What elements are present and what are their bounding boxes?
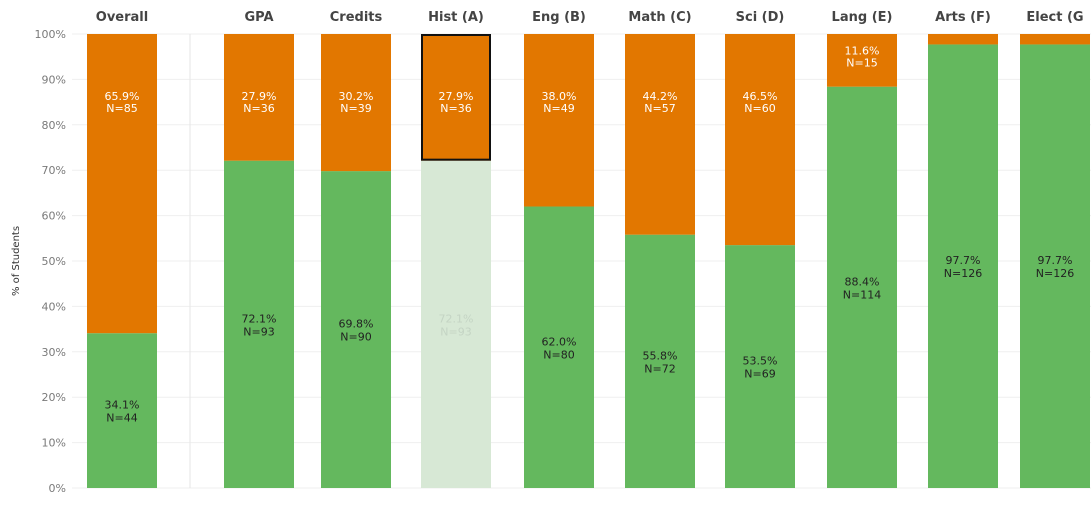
data-label-count: N=15 [846, 56, 877, 69]
column-header: Hist (A) [428, 10, 484, 25]
y-tick-label: 20% [42, 391, 66, 404]
data-label-percent: 27.9% [242, 90, 277, 103]
y-tick-label: 100% [35, 28, 66, 41]
bar-segment-fail [421, 34, 491, 161]
data-label-percent: 34.1% [105, 399, 140, 412]
bar-segment-pass [224, 160, 294, 488]
bar-segment-fail [725, 34, 795, 246]
column-header: Credits [330, 10, 383, 25]
y-tick-label: 10% [42, 437, 66, 450]
bar-segment-pass [725, 245, 795, 488]
column-header: Sci (D) [736, 10, 785, 25]
data-label-count: N=36 [440, 102, 471, 115]
data-label-percent: 62.0% [542, 335, 577, 348]
bar-segment-pass [625, 234, 695, 488]
column-header: Lang (E) [832, 10, 893, 25]
y-tick-label: 30% [42, 346, 66, 359]
y-tick-label: 50% [42, 255, 66, 268]
bar-segment-fail [928, 34, 998, 45]
bar-segment-pass [928, 44, 998, 488]
data-label-percent: 38.0% [542, 90, 577, 103]
data-label-percent: 65.9% [105, 90, 140, 103]
data-label-percent: 55.8% [643, 349, 678, 362]
y-axis-title: % of Students [11, 226, 22, 296]
column-header: Eng (B) [532, 10, 586, 25]
data-label-percent: 44.2% [643, 90, 678, 103]
data-label-percent: 97.7% [1038, 254, 1073, 267]
y-tick-label: 80% [42, 119, 66, 132]
bar-segment-fail [321, 34, 391, 172]
data-label-percent: 88.4% [845, 275, 880, 288]
bar-segment-pass [421, 160, 491, 488]
column-header: Arts (F) [935, 10, 991, 25]
data-label-percent: 30.2% [339, 90, 374, 103]
bar-segment-fail [87, 34, 157, 334]
data-label-count: N=85 [106, 102, 137, 115]
column-header: GPA [244, 10, 273, 25]
data-label-count: N=60 [744, 102, 775, 115]
selected-segment-outline [421, 34, 491, 161]
bar-segment-pass [87, 333, 157, 488]
data-label-count: N=36 [243, 102, 274, 115]
data-label-count: N=126 [1036, 267, 1074, 280]
y-tick-label: 70% [42, 164, 66, 177]
column-header: Math (C) [628, 10, 691, 25]
data-label-percent: 11.6% [845, 44, 880, 57]
data-label-count: N=69 [744, 368, 775, 381]
data-label-count: N=57 [644, 102, 675, 115]
data-label-percent: 53.5% [743, 355, 778, 368]
bar-segment-fail [625, 34, 695, 235]
y-tick-label: 40% [42, 300, 66, 313]
y-tick-label: 90% [42, 73, 66, 86]
bar-segment-pass [1020, 44, 1090, 488]
data-label-percent: 46.5% [743, 90, 778, 103]
bar-segment-pass [524, 206, 594, 488]
y-tick-label: 60% [42, 210, 66, 223]
bar-segment-pass [827, 86, 897, 488]
column-header: Overall [96, 10, 148, 25]
data-label-count: N=44 [106, 412, 137, 425]
bar-segment-fail [1020, 34, 1090, 45]
data-label-percent: 72.1% [439, 312, 474, 325]
bar-segment-fail [827, 34, 897, 87]
data-label-count: N=49 [543, 102, 574, 115]
bar-segment-pass [321, 171, 391, 488]
data-label-percent: 69.8% [339, 318, 374, 331]
data-label-count: N=39 [340, 102, 371, 115]
bar-segment-fail [224, 34, 294, 161]
data-label-percent: 97.7% [946, 254, 981, 267]
data-label-percent: 72.1% [242, 312, 277, 325]
data-label-count: N=90 [340, 331, 371, 344]
data-label-count: N=80 [543, 348, 574, 361]
data-label-percent: 27.9% [439, 90, 474, 103]
column-header: Elect (G [1026, 10, 1083, 25]
data-label-count: N=93 [243, 325, 274, 338]
bar-segment-fail [524, 34, 594, 207]
data-label-count: N=114 [843, 288, 881, 301]
data-label-count: N=126 [944, 267, 982, 280]
y-tick-label: 0% [49, 482, 66, 495]
data-label-count: N=93 [440, 325, 471, 338]
data-label-count: N=72 [644, 362, 675, 375]
